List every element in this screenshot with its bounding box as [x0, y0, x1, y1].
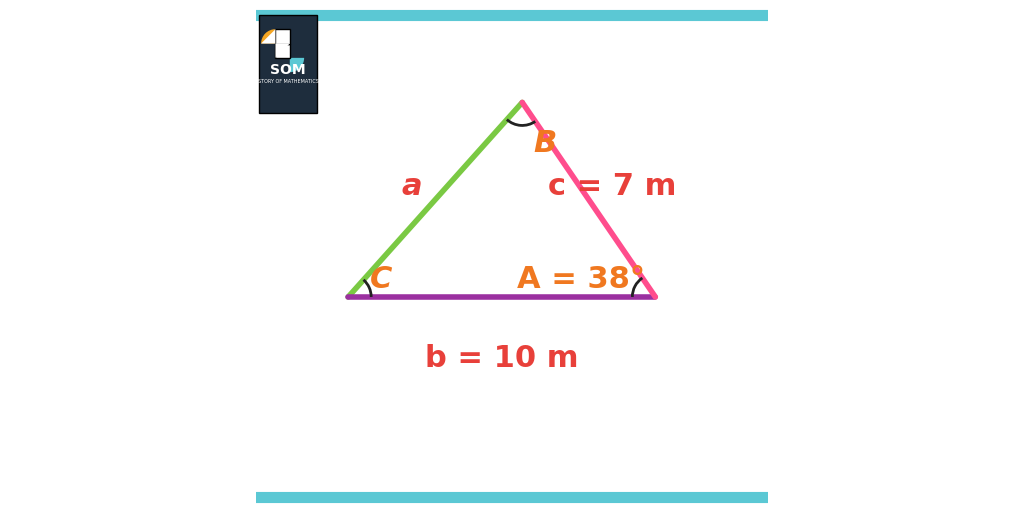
FancyBboxPatch shape [275, 44, 290, 58]
Text: b = 10 m: b = 10 m [425, 344, 579, 373]
Text: a: a [401, 173, 423, 201]
Wedge shape [261, 29, 275, 44]
Text: A = 38°: A = 38° [517, 265, 645, 293]
Text: C: C [371, 265, 392, 293]
Polygon shape [261, 29, 275, 44]
FancyBboxPatch shape [258, 15, 317, 113]
FancyBboxPatch shape [275, 29, 290, 44]
Text: SOM: SOM [270, 63, 306, 77]
Text: STORY OF MATHEMATICS: STORY OF MATHEMATICS [258, 79, 318, 84]
Text: B: B [534, 129, 557, 158]
Wedge shape [290, 58, 304, 72]
Polygon shape [275, 44, 290, 58]
Text: c = 7 m: c = 7 m [548, 173, 676, 201]
